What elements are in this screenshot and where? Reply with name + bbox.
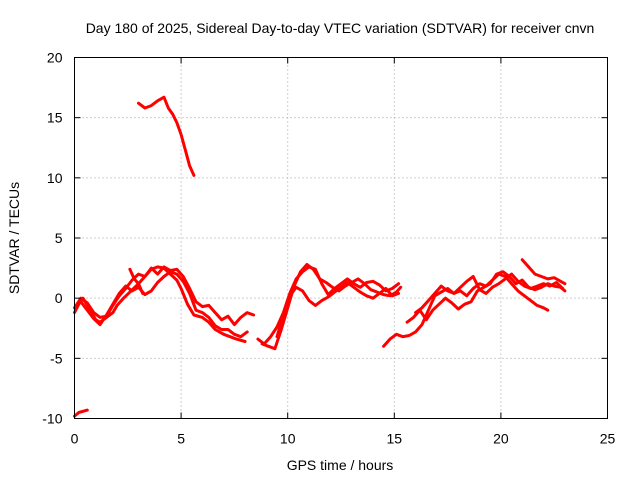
series-arc-3 — [79, 270, 249, 339]
x-tick-label-20: 20 — [493, 431, 509, 447]
x-tick-label-0: 0 — [71, 431, 79, 447]
x-tick-label-15: 15 — [387, 431, 403, 447]
x-tick-label-5: 5 — [177, 431, 185, 447]
series-arc-9 — [275, 281, 401, 339]
series-arc-6 — [73, 408, 89, 418]
axis-ticks — [74, 57, 608, 419]
y-tick-label--5: -5 — [50, 350, 63, 366]
series-arc-8 — [260, 263, 403, 351]
y-tick-label-5: 5 — [55, 230, 63, 246]
series-arc-13 — [520, 258, 567, 286]
x-axis-label: GPS time / hours — [287, 457, 394, 473]
y-tick-label-20: 20 — [47, 50, 63, 66]
grid-lines — [74, 57, 608, 419]
series-arc-5 — [137, 95, 196, 177]
y-axis-label: SDTVAR / TECUs — [6, 182, 22, 294]
chart-title: Day 180 of 2025, Sidereal Day-to-day VTE… — [86, 20, 595, 36]
y-tick-label-10: 10 — [47, 170, 63, 186]
series-arc-10 — [382, 272, 550, 348]
x-tick-label-25: 25 — [600, 431, 616, 447]
y-tick-label--10: -10 — [42, 411, 62, 427]
axis-tick-labels: 0 5 10 15 20 25 -10 -5 0 5 10 15 20 — [42, 50, 615, 447]
y-tick-label-15: 15 — [47, 110, 63, 126]
plot-frame — [74, 57, 608, 419]
series-layer — [73, 95, 567, 418]
series-arc-1 — [73, 265, 247, 343]
x-tick-label-10: 10 — [280, 431, 296, 447]
y-tick-label-0: 0 — [55, 290, 63, 306]
series-arc-4 — [128, 267, 145, 295]
series-arc-11 — [405, 270, 567, 324]
series-arc-12 — [414, 272, 565, 315]
